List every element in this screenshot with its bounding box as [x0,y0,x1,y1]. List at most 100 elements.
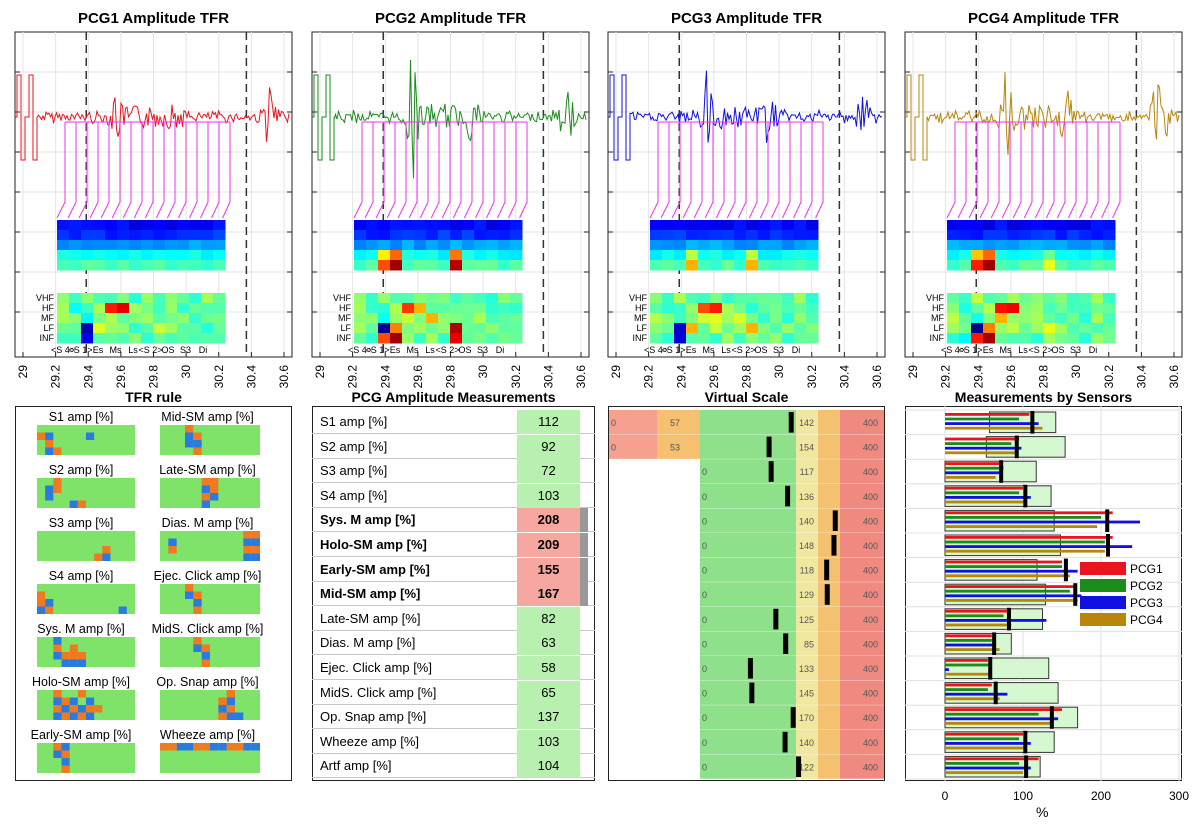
heatmap-cell [69,313,82,324]
scale-zone [818,459,840,484]
heatmap-cell [1067,333,1080,344]
legend-label: PCG4 [1130,613,1163,627]
segment-connector [1067,122,1077,219]
segment-connector [122,122,132,219]
heatmap-cell [486,230,499,241]
heatmap-cell [486,303,499,314]
heatmap-cell [93,303,106,314]
tfr-rule-label: S1 amp [%] [48,410,114,424]
scale-low-label: 0 [702,738,707,748]
heatmap-cell [213,333,226,344]
heatmap-cell [1079,260,1092,271]
rule-grid-cell [61,659,70,667]
highlight-bar [580,533,588,557]
heatmap-cell [971,220,984,231]
x-tick-label: 30.6 [870,365,884,389]
heatmap-cell [129,250,142,261]
heatmap-cell [510,220,523,231]
heatmap-cell [141,323,154,334]
combined-marker [1073,583,1078,606]
series-bar-PCG1 [945,585,1074,588]
series-bar-PCG4 [945,549,1105,553]
measurement-label: Sys. M amp [%] [320,512,416,528]
heatmap-cell [117,323,130,334]
scale-zone [840,656,884,681]
series-bar-PCG3 [945,717,1059,721]
rule-grid-cell [37,432,46,440]
segment-label: Es [93,345,104,355]
heatmap-cell [117,303,130,314]
legend-label: PCG3 [1130,596,1163,610]
heatmap-cell [710,220,723,231]
heatmap-cell [995,230,1008,241]
heatmap-cell [782,303,795,314]
x-tick-label: 29.2 [346,365,360,389]
scale-zone [796,459,818,484]
x-tick-label: 30.2 [805,365,819,389]
segment-connector [177,122,187,219]
heatmap-cell [378,230,391,241]
series-bar-PCG1 [945,437,1020,441]
series-bar-PCG4 [945,648,1000,651]
pcg-waveform [36,87,290,142]
heatmap-cell [438,220,451,231]
heatmap-cell [758,230,771,241]
heatmap-cell [710,260,723,271]
heatmap-cell [686,230,699,241]
heatmap-cell [93,230,106,241]
heatmap-cell [486,260,499,271]
segment-connector [968,122,978,219]
scale-marker [824,584,830,605]
heatmap-cell [794,240,807,251]
measurement-label: S3 amp [%] [320,463,388,479]
heatmap-cell [486,240,499,251]
heatmap-cell [93,293,106,304]
measurement-value: 103 [517,729,580,754]
tfr-rule-grid [37,584,135,614]
heatmap-cell [165,293,178,304]
segment-label: <S 1> [661,345,685,355]
tfr-rule-grid [37,743,135,773]
heatmap-cell [474,230,487,241]
freq-band-label: INF [337,333,352,343]
heatmap-cell [366,260,379,271]
heatmap-cell [402,303,415,314]
heatmap-cell [165,220,178,231]
segment-connector [737,122,747,219]
heatmap-cell [794,323,807,334]
heatmap-cell [510,333,523,344]
heatmap-cell [1031,323,1044,334]
scale-max-label: 400 [863,713,878,723]
heatmap-cell [105,250,118,261]
heatmap-cell [686,260,699,271]
heatmap-cell [366,220,379,231]
tfr-rule-label: MidS. Click amp [%] [151,622,264,636]
tfr-rule-label: Sys. M amp [%] [37,622,125,636]
heatmap-cell [959,333,972,344]
combined-marker [1023,730,1028,754]
heatmap-cell [698,293,711,304]
heatmap-cell [81,250,94,261]
tfr-rule-grid [37,425,135,455]
heatmap-cell [105,230,118,241]
pcg-waveform [333,60,587,179]
rule-grid-cell [193,644,202,652]
rule-grid-cell [193,637,202,645]
heatmap-cell [722,260,735,271]
heatmap-cell [971,240,984,251]
heatmap-cell [474,313,487,324]
measurement-value: 65 [517,680,580,705]
heatmap-cell [81,220,94,231]
heatmap-cell [366,250,379,261]
heatmap-cell [1007,333,1020,344]
pcg-waveform [926,72,1180,155]
rule-grid-cell [226,743,235,751]
rule-grid-cell [77,659,86,667]
scale-marker [747,658,753,679]
rule-grid-cell [77,500,86,508]
heatmap-cell [105,260,118,271]
scale-marker [790,707,796,728]
x-tick-label: 30.4 [1134,365,1148,389]
heatmap-cell [165,240,178,251]
heatmap-cell [69,260,82,271]
